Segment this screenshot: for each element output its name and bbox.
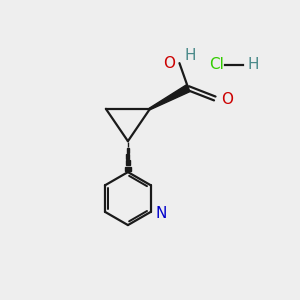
Text: O: O — [221, 92, 233, 107]
Text: H: H — [184, 48, 196, 63]
Polygon shape — [125, 167, 130, 172]
Text: Cl: Cl — [209, 57, 224, 72]
Text: O: O — [163, 56, 175, 70]
Text: N: N — [155, 206, 167, 221]
Polygon shape — [126, 160, 130, 165]
Polygon shape — [126, 154, 129, 159]
Text: H: H — [247, 57, 259, 72]
Polygon shape — [150, 85, 190, 110]
Polygon shape — [127, 148, 129, 153]
